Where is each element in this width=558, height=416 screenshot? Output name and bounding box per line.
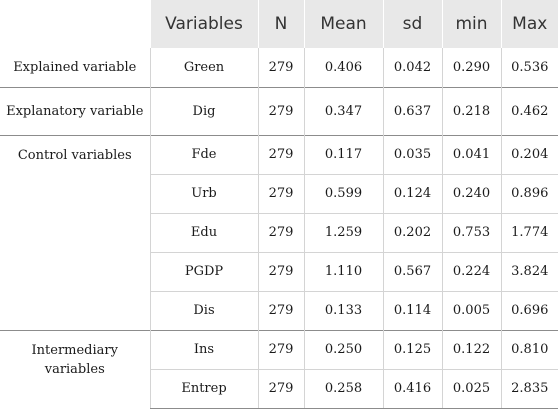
table-row: Dis 279 0.133 0.114 0.005 0.696: [0, 290, 558, 330]
cell-min: 0.005: [441, 290, 501, 330]
cell-sd: 0.124: [382, 173, 442, 213]
cell-sd: 0.035: [382, 134, 442, 174]
cell-n: 279: [257, 48, 304, 87]
cell-n: 279: [257, 134, 304, 174]
header-sd: sd: [382, 0, 442, 48]
cell-min: 0.753: [441, 212, 501, 252]
table-row: Urb 279 0.599 0.124 0.240 0.896: [0, 173, 558, 213]
cell-max: 0.696: [500, 290, 558, 330]
header-blank-cell: [0, 0, 150, 48]
cell-n: 279: [257, 251, 304, 291]
cell-n: 279: [257, 368, 304, 409]
header-min: min: [441, 0, 501, 48]
cell-max: 0.536: [500, 48, 558, 87]
cell-variable: Edu: [149, 212, 258, 252]
cell-mean: 1.110: [303, 251, 383, 291]
cell-variable: Urb: [149, 173, 258, 213]
table-row: Edu 279 1.259 0.202 0.753 1.774: [0, 212, 558, 252]
table-row: PGDP 279 1.110 0.567 0.224 3.824: [0, 251, 558, 291]
group-label-explained: Explained variable: [13, 59, 137, 75]
cell-n: 279: [257, 86, 304, 135]
table-row: Explanatory variable Dig 279 0.347 0.637…: [0, 86, 558, 135]
group-label-explanatory: Explanatory variable: [0, 86, 150, 135]
cell-variable: Entrep: [149, 368, 258, 409]
group-label-intermediary: Intermediary variables: [0, 329, 150, 408]
cell-mean: 0.258: [303, 368, 383, 409]
cell-mean: 1.259: [303, 212, 383, 252]
cell-variable: Green: [149, 48, 258, 87]
cell-sd: 0.042: [382, 48, 442, 87]
cell-sd: 0.416: [382, 368, 442, 409]
cell-variable: PGDP: [149, 251, 258, 291]
cell-max: 2.835: [500, 368, 558, 409]
header-n: N: [257, 0, 304, 48]
cell-max: 0.896: [500, 173, 558, 213]
cell-n: 279: [257, 212, 304, 252]
table-row: Explained variable Green 279 0.406 0.042…: [0, 48, 558, 87]
table-row: Intermediary variables Ins 279 0.250 0.1…: [0, 329, 558, 408]
cell-sd: 0.125: [382, 329, 442, 369]
table-row: Control variables Fde 279 0.117 0.035 0.…: [0, 134, 558, 330]
cell-mean: 0.133: [303, 290, 383, 330]
cell-min: 0.240: [441, 173, 501, 213]
cell-min: 0.218: [441, 86, 501, 135]
cell-min: 0.122: [441, 329, 501, 369]
cell-mean: 0.117: [303, 134, 383, 174]
header-mean: Mean: [303, 0, 383, 48]
header-max: Max: [500, 0, 558, 48]
cell-variable: Dis: [149, 290, 258, 330]
cell-max: 0.204: [500, 134, 558, 174]
cell-n: 279: [257, 173, 304, 213]
cell-min: 0.041: [441, 134, 501, 174]
cell-sd: 0.567: [382, 251, 442, 291]
cell-mean: 0.599: [303, 173, 383, 213]
cell-max: 0.462: [500, 86, 558, 135]
cell-max: 3.824: [500, 251, 558, 291]
header-variables: Variables: [149, 0, 258, 48]
cell-min: 0.224: [441, 251, 501, 291]
cell-n: 279: [257, 329, 304, 369]
cell-sd: 0.114: [382, 290, 442, 330]
cell-variable: Fde: [149, 134, 258, 174]
cell-min: 0.290: [441, 48, 501, 87]
cell-mean: 0.250: [303, 329, 383, 369]
cell-n: 279: [257, 290, 304, 330]
cell-sd: 0.202: [382, 212, 442, 252]
cell-min: 0.025: [441, 368, 501, 409]
table-row: Entrep 279 0.258 0.416 0.025 2.835: [0, 368, 558, 409]
cell-max: 1.774: [500, 212, 558, 252]
group-label-control: Control variables: [0, 134, 150, 330]
cell-variable: Dig: [149, 86, 258, 135]
cell-max: 0.810: [500, 329, 558, 369]
cell-variable: Ins: [149, 329, 258, 369]
header-row: Variables N Mean sd min Max: [0, 0, 558, 48]
cell-sd: 0.637: [382, 86, 442, 135]
cell-mean: 0.406: [303, 48, 383, 87]
cell-mean: 0.347: [303, 86, 383, 135]
